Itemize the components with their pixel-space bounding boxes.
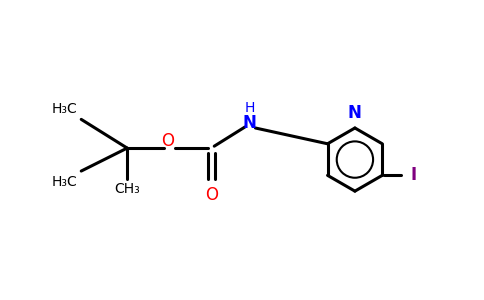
Text: O: O	[205, 186, 218, 204]
Text: N: N	[242, 114, 257, 132]
Text: O: O	[161, 132, 174, 150]
Text: H₃C: H₃C	[52, 102, 77, 116]
Text: H: H	[244, 100, 255, 115]
Text: H₃C: H₃C	[52, 175, 77, 189]
Text: I: I	[411, 167, 417, 184]
Text: CH₃: CH₃	[114, 182, 140, 196]
Text: N: N	[348, 104, 362, 122]
